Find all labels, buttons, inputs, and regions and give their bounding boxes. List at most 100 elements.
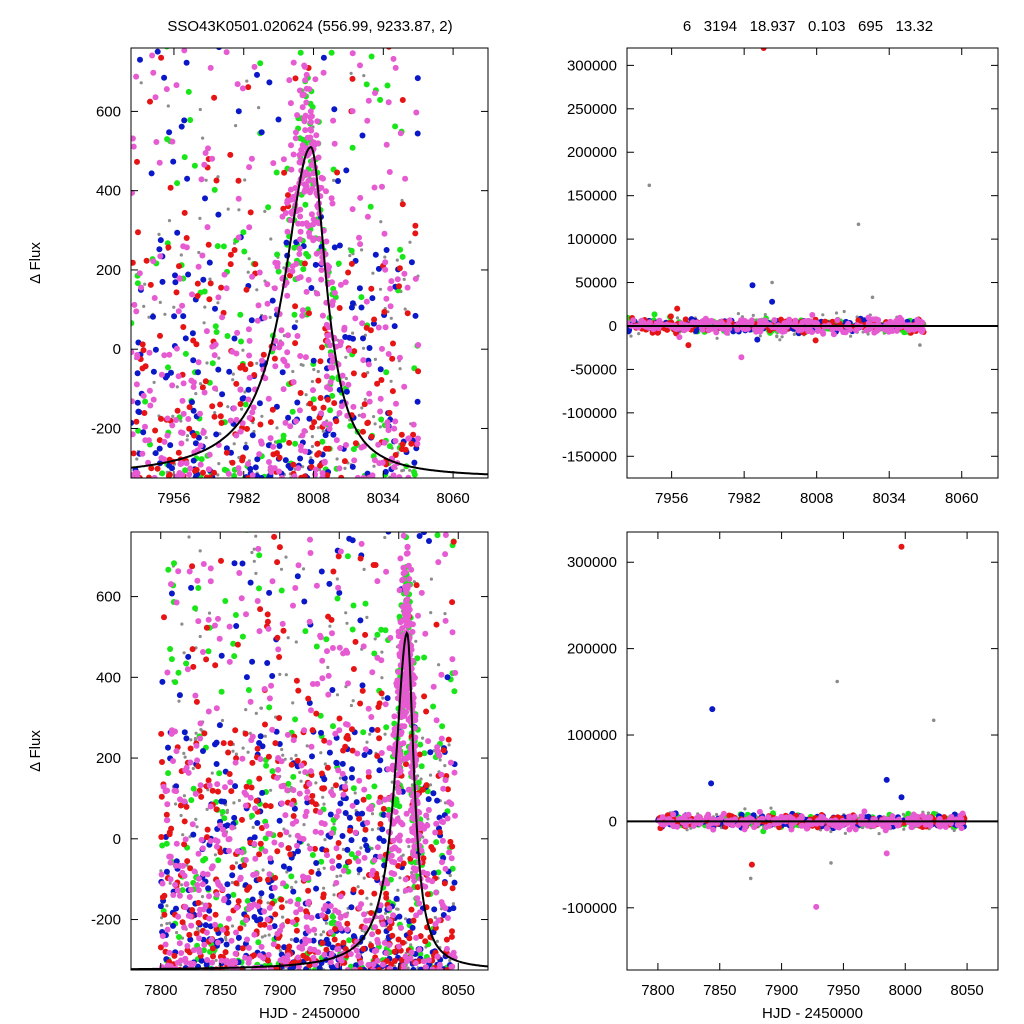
data-point-violet	[242, 857, 249, 863]
data-point-violet	[167, 876, 174, 883]
data-point-gray	[370, 846, 374, 851]
data-point-red	[247, 209, 254, 216]
data-point-violet	[315, 949, 322, 956]
data-point-red	[333, 418, 340, 425]
data-point-violet	[172, 881, 179, 888]
data-point-red	[194, 280, 201, 287]
data-point-violet	[303, 795, 310, 801]
data-point-green	[202, 855, 209, 862]
data-point-blue	[224, 881, 231, 888]
data-point-violet	[284, 197, 291, 204]
data-point-gray	[278, 948, 282, 953]
data-point-gray	[351, 699, 355, 703]
data-point-violet	[314, 140, 321, 147]
data-point-blue	[309, 753, 315, 760]
data-point-violet	[362, 924, 369, 931]
data-point-violet	[395, 669, 402, 675]
data-point-blue	[333, 760, 340, 767]
data-point-red	[349, 747, 356, 754]
data-point-green	[256, 552, 263, 559]
data-point-blue	[243, 674, 250, 681]
data-point-violet	[289, 820, 296, 827]
data-point-blue	[754, 336, 761, 343]
data-point-green	[451, 688, 458, 695]
data-point-red	[421, 693, 428, 700]
data-point-gray	[629, 334, 633, 338]
data-point-red	[213, 806, 220, 813]
data-point-red	[272, 874, 279, 881]
data-point-violet	[799, 319, 806, 326]
data-point-blue	[310, 937, 317, 944]
data-point-violet	[307, 134, 314, 141]
data-point-green	[214, 243, 221, 250]
data-point-gray	[232, 801, 236, 805]
x-tick-label: 8000	[382, 982, 415, 999]
data-point-violet	[133, 73, 140, 80]
data-point-violet	[302, 77, 309, 84]
data-point-violet	[252, 855, 259, 862]
data-point-violet	[219, 886, 226, 893]
data-point-violet	[288, 801, 295, 808]
data-point-gray	[175, 385, 179, 389]
data-point-red	[321, 737, 328, 744]
data-point-blue	[256, 400, 263, 407]
data-point-violet	[308, 211, 315, 218]
data-point-red	[294, 757, 301, 764]
data-point-violet	[187, 759, 194, 766]
data-point-red	[317, 395, 324, 401]
data-point-violet	[371, 857, 378, 864]
data-point-violet	[451, 769, 458, 776]
data-point-red	[165, 244, 172, 251]
data-point-violet	[174, 887, 181, 894]
data-point-violet	[307, 845, 314, 852]
data-point-gray	[225, 808, 230, 812]
x-tick-label: 7950	[323, 982, 356, 999]
data-point-red	[301, 260, 308, 267]
data-point-violet	[153, 139, 160, 145]
data-point-violet	[254, 317, 261, 324]
data-point-violet	[402, 569, 409, 576]
data-point-violet	[340, 650, 347, 657]
data-point-gray	[316, 369, 320, 374]
data-point-gray	[234, 861, 238, 865]
data-point-blue	[182, 335, 189, 342]
data-point-red	[287, 851, 294, 858]
data-point-violet	[299, 945, 306, 952]
data-point-red	[278, 904, 285, 911]
data-point-violet	[360, 357, 367, 364]
plot-area	[131, 48, 488, 478]
data-point-blue	[336, 242, 343, 249]
data-point-violet	[349, 108, 356, 115]
data-point-gray	[232, 442, 236, 446]
data-point-gray	[344, 780, 348, 784]
data-point-green	[378, 416, 385, 423]
data-point-violet	[865, 314, 872, 321]
data-point-blue	[285, 414, 292, 421]
data-point-red	[242, 730, 249, 737]
data-point-violet	[414, 440, 421, 447]
plot-frame	[130, 531, 489, 971]
data-point-gray	[333, 519, 336, 522]
data-point-violet	[301, 115, 307, 122]
data-point-red	[309, 798, 315, 805]
data-point-red	[187, 745, 194, 752]
data-point-red	[251, 372, 258, 378]
data-point-violet	[312, 466, 319, 473]
data-point-red	[403, 761, 409, 768]
data-point-violet	[290, 379, 297, 386]
data-point-red	[408, 520, 414, 526]
data-point-green	[182, 350, 189, 357]
data-point-gray	[243, 390, 247, 394]
data-point-green	[176, 934, 182, 940]
data-point-red	[247, 361, 254, 368]
data-point-violet	[413, 109, 420, 116]
data-point-violet	[307, 536, 313, 543]
data-point-violet	[449, 656, 456, 663]
data-point-blue	[156, 445, 163, 452]
data-point-red	[142, 363, 149, 370]
data-point-violet	[439, 837, 446, 844]
data-point-red	[215, 788, 221, 795]
data-point-green	[303, 250, 310, 257]
data-point-red	[276, 654, 283, 660]
data-point-gray	[323, 762, 327, 766]
